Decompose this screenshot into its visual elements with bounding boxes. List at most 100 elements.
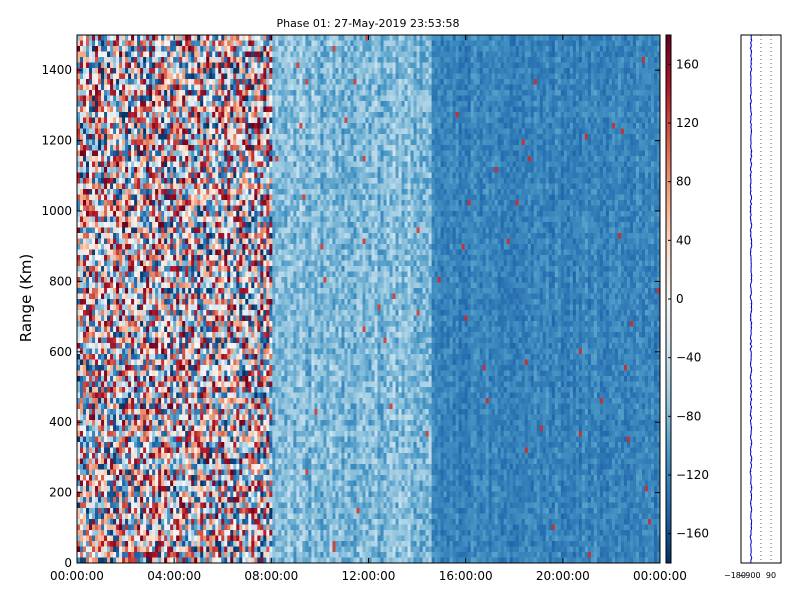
heatmap-cell [167, 123, 171, 129]
heatmap-cell [137, 90, 141, 96]
heatmap-cell [188, 348, 192, 355]
heatmap-cell [92, 431, 96, 437]
heatmap-cell [182, 277, 186, 283]
heatmap-cell [140, 189, 144, 195]
heatmap-cell [83, 491, 87, 498]
heatmap-cell [80, 513, 84, 520]
heatmap-cell [95, 150, 99, 157]
heatmap-cell [98, 458, 102, 465]
heatmap-cell [146, 222, 150, 228]
heatmap-cell [206, 365, 210, 371]
heatmap-cell [77, 167, 81, 173]
heatmap-cell [230, 106, 234, 113]
heatmap-cell [110, 414, 114, 421]
heatmap-cell [182, 106, 186, 113]
heatmap-cell [167, 172, 171, 179]
heatmap-cell [134, 469, 138, 476]
heatmap-cell [218, 392, 222, 399]
heatmap-cell [113, 216, 117, 223]
heatmap-cell [179, 513, 183, 520]
heatmap-cell [110, 95, 114, 102]
heatmap-cell [119, 376, 123, 382]
heatmap-cell [212, 255, 216, 261]
heatmap-cell [107, 513, 111, 520]
heatmap-cell [95, 409, 99, 415]
heatmap-cell [125, 398, 129, 404]
heatmap-cell [146, 244, 150, 250]
heatmap-cell [101, 51, 105, 58]
heatmap-cell [125, 128, 129, 135]
heatmap-cell [92, 200, 96, 206]
heatmap-cell [86, 62, 90, 69]
heatmap-cell [146, 475, 150, 481]
heatmap-cell [224, 178, 228, 184]
heatmap-cell [221, 436, 225, 443]
heatmap-cell [107, 112, 111, 118]
heatmap-cell [128, 365, 132, 371]
heatmap-cell [83, 227, 87, 234]
heatmap-cell [179, 95, 183, 102]
heatmap-cell [179, 508, 183, 514]
heatmap-cell [98, 392, 102, 399]
heatmap-cell [170, 486, 174, 492]
heatmap-cell [83, 552, 87, 558]
heatmap-cell [152, 475, 156, 481]
heatmap-cell [89, 282, 93, 289]
heatmap-cell [152, 84, 156, 91]
heatmap-cell [89, 370, 93, 377]
heatmap-cell [200, 442, 204, 448]
heatmap-cell [77, 508, 81, 514]
heatmap-cell [158, 414, 162, 421]
heatmap-cell [146, 271, 150, 278]
heatmap-cell [206, 530, 210, 536]
heatmap-cell [98, 205, 102, 212]
heatmap-cell [197, 156, 201, 162]
heatmap-cell [155, 409, 159, 415]
heatmap-cell [203, 167, 207, 173]
heatmap-cell [161, 271, 165, 278]
heatmap-cell [92, 387, 96, 393]
heatmap-cell [185, 189, 189, 195]
heatmap-cell [227, 178, 231, 184]
heatmap-cell [152, 222, 156, 228]
heatmap-cell [143, 398, 147, 404]
heatmap-cell [203, 304, 207, 311]
heatmap-cell [164, 277, 168, 283]
heatmap-cell [98, 68, 102, 74]
heatmap-cell [128, 101, 132, 107]
heatmap-cell [77, 414, 81, 421]
heatmap-cell [206, 392, 210, 399]
heatmap-cell [221, 541, 225, 547]
heatmap-cell [110, 161, 114, 168]
heatmap-cell [92, 260, 96, 267]
heatmap-cell [158, 381, 162, 388]
heatmap-cell [128, 68, 132, 74]
heatmap-cell [167, 299, 171, 305]
heatmap-cell [218, 348, 222, 355]
heatmap-cell [89, 381, 93, 388]
heatmap-cell [182, 117, 186, 124]
heatmap-cell [77, 304, 81, 311]
heatmap-cell [167, 178, 171, 184]
heatmap-cell [80, 541, 84, 547]
heatmap-cell [182, 546, 186, 553]
heatmap-cell [77, 112, 81, 118]
heatmap-cell [170, 431, 174, 437]
heatmap-cell [119, 541, 123, 547]
heatmap-cell [164, 167, 168, 173]
heatmap-cell [224, 420, 228, 426]
heatmap-cell [179, 370, 183, 377]
heatmap-cell [224, 227, 228, 234]
heatmap-cell [227, 464, 231, 470]
heatmap-cell [152, 370, 156, 377]
heatmap-cell [230, 431, 234, 437]
heatmap-cell [116, 524, 120, 531]
heatmap-cell [224, 62, 228, 69]
heatmap-cell [137, 420, 141, 426]
heatmap-cell [161, 194, 165, 201]
heatmap-cell [209, 326, 213, 333]
heatmap-cell [107, 178, 111, 184]
heatmap-cell [152, 57, 156, 63]
heatmap-cell [179, 535, 183, 542]
heatmap-cell [83, 288, 87, 294]
